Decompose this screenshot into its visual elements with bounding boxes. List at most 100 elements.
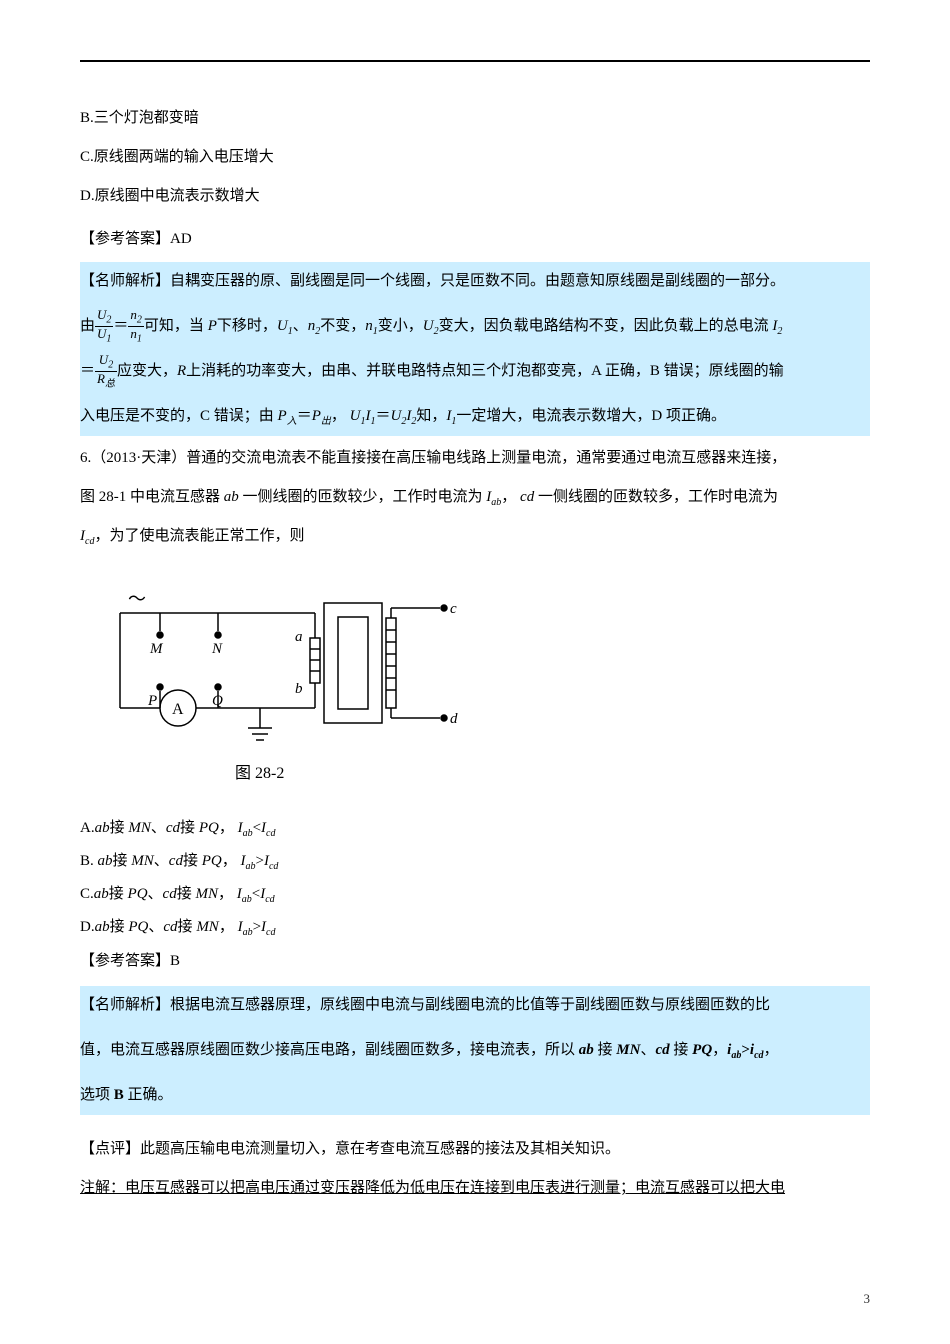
q6-options: A.ab接 MN、cd接 PQ， Iab<Icd B. ab接 MN、cd接 P… <box>80 813 870 943</box>
t: < <box>252 886 260 902</box>
fraction: U2R总 <box>95 353 117 389</box>
t: 、 <box>151 820 166 836</box>
svg-text:Q: Q <box>212 693 223 709</box>
v: U <box>97 307 106 322</box>
t: 入电压是不变的，C 错误；由 <box>80 408 274 424</box>
v: MN <box>128 820 151 836</box>
v: cd <box>520 489 534 505</box>
v: PQ <box>199 820 219 836</box>
v: MN <box>195 886 218 902</box>
t: > <box>741 1042 750 1058</box>
t: 、 <box>148 886 163 902</box>
expl-label: 【名师解析】 <box>80 273 170 289</box>
answer-label: 【参考答案】 <box>80 953 170 969</box>
t: 、 <box>154 853 169 869</box>
v: cd <box>655 1042 669 1058</box>
t: 变小， <box>378 318 423 334</box>
t: 接 <box>180 820 195 836</box>
s: ab <box>731 1050 741 1061</box>
v: PQ <box>128 919 148 935</box>
v: cd <box>163 886 177 902</box>
ac-source-icon: 〜 <box>128 589 146 609</box>
v: n <box>365 318 373 334</box>
figure-caption: 图 28-2 <box>235 765 284 782</box>
option-c: C.原线圈两端的输入电压增大 <box>80 141 870 174</box>
t: 接 <box>110 919 125 935</box>
v: cd <box>163 919 177 935</box>
t: 、 <box>640 1042 655 1058</box>
ammeter-label: A <box>172 701 184 718</box>
t: 可知，当 <box>144 318 204 334</box>
t: ，为了使电流表能正常工作，则 <box>94 528 304 544</box>
svg-text:c: c <box>450 601 457 617</box>
t: > <box>253 919 261 935</box>
s: 2 <box>108 360 113 371</box>
v: MN <box>196 919 219 935</box>
comment-text: 此题高压输电电流测量切入，意在考查电流互感器的接法及其相关知识。 <box>140 1141 620 1157</box>
v: U <box>99 352 108 367</box>
s: 入 <box>287 416 297 427</box>
t: ， <box>501 489 516 505</box>
t: 值，电流互感器原线圈匝数少接高压电路，副线圈匝数多，接电流表，所以 <box>80 1042 575 1058</box>
s: 2 <box>137 315 142 326</box>
s: cd <box>754 1050 763 1061</box>
t: 应变大， <box>117 363 177 379</box>
t: 接 <box>110 820 125 836</box>
t: ， <box>218 886 233 902</box>
eq: ＝ <box>113 318 128 334</box>
t: ， <box>712 1042 727 1058</box>
v: ab <box>224 489 239 505</box>
page-number: 3 <box>864 1285 871 1314</box>
t: 选项 <box>80 1087 110 1103</box>
figure-28-2: 〜 A M N P Q a b <box>100 583 870 793</box>
q6-stem-line3: Icd，为了使电流表能正常工作，则 <box>80 520 870 553</box>
v: PQ <box>692 1042 712 1058</box>
t: 接 <box>178 919 193 935</box>
s: cd <box>269 861 278 872</box>
v: MN <box>131 853 154 869</box>
v: cd <box>166 820 180 836</box>
t: ， <box>222 853 237 869</box>
t: ， <box>764 1042 779 1058</box>
s: ab <box>243 828 253 839</box>
s: 出 <box>321 416 331 427</box>
explanation-5: 【名师解析】自耦变压器的原、副线圈是同一个线圈，只是匝数不同。由题意知原线圈是副… <box>80 262 870 436</box>
svg-text:b: b <box>295 681 303 697</box>
comment-label: 【点评】 <box>80 1141 140 1157</box>
s: 1 <box>137 334 142 345</box>
t: 根据电流互感器原理，原线圈中电流与副线圈电流的比值等于副线圈匝数与原线圈匝数的比 <box>170 997 770 1013</box>
t: ＝ <box>297 408 312 424</box>
svg-text:N: N <box>211 641 223 657</box>
s: 总 <box>105 379 115 390</box>
t: B. <box>80 853 98 869</box>
s: 1 <box>106 334 111 345</box>
t: 不变， <box>320 318 365 334</box>
svg-text:d: d <box>450 711 458 727</box>
s: ab <box>242 894 252 905</box>
svg-text:P: P <box>147 693 157 709</box>
v: U <box>391 408 402 424</box>
t: ＝ <box>80 363 95 379</box>
v: ab <box>98 853 113 869</box>
q6-option-c: C.ab接 PQ、cd接 MN， Iab<Icd <box>80 879 870 910</box>
t: 图 28-1 中电流互感器 <box>80 489 220 505</box>
q6-option-b: B. ab接 MN、cd接 PQ， Iab>Icd <box>80 846 870 877</box>
t: D. <box>80 919 95 935</box>
t: 接 <box>177 886 192 902</box>
s: 2 <box>106 315 111 326</box>
s: ab <box>246 861 256 872</box>
answer-value: AD <box>170 231 192 247</box>
t: C. <box>80 886 94 902</box>
v: ab <box>94 886 109 902</box>
q6-stem-line1: 6.（2013·天津）普通的交流电流表不能直接接在高压输电线路上测量电流，通常要… <box>80 442 870 475</box>
t: 变大，因负载电路结构不变，因此负载上的总电流 <box>439 318 769 334</box>
answer-label: 【参考答案】 <box>80 231 170 247</box>
fraction: U2U1 <box>95 308 113 344</box>
t: ＝ <box>375 408 390 424</box>
svg-text:M: M <box>149 641 164 657</box>
t: 一定增大，电流表示数增大，D 项正确。 <box>456 408 726 424</box>
t: < <box>253 820 261 836</box>
t: 下移时， <box>217 318 277 334</box>
q6-stem-line2: 图 28-1 中电流互感器 ab 一侧线圈的匝数较少，工作时电流为 Iab， c… <box>80 481 870 514</box>
t: 接 <box>113 853 128 869</box>
